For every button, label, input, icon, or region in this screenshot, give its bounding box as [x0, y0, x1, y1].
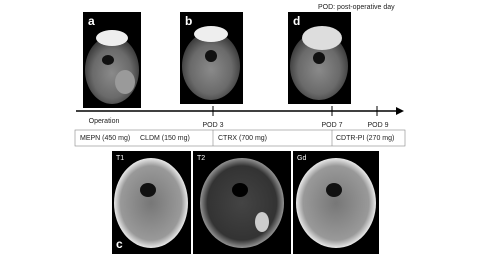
sequence-label: Gd — [297, 155, 306, 162]
event-label: POD 7 — [321, 122, 342, 129]
note: POD: post-operative day — [318, 4, 395, 11]
sequence-label: T2 — [197, 155, 205, 162]
sequence-label: T1 — [116, 155, 124, 162]
drug-box — [74, 129, 406, 147]
panel-label: b — [185, 14, 192, 28]
event-label: Operation — [89, 118, 120, 125]
panel-label: c — [116, 237, 123, 251]
mri-t1: T1 c — [112, 151, 191, 254]
event-label: POD 9 — [367, 122, 388, 129]
panel-label: d — [293, 14, 300, 28]
ct-image-b: b — [180, 12, 243, 104]
drug-label: CTRX (700 mg) — [218, 135, 267, 142]
ct-image-d: d — [288, 12, 351, 104]
drug-label: CLDM (150 mg) — [140, 135, 190, 142]
mri-t2: T2 — [193, 151, 291, 254]
panel-label: a — [88, 14, 95, 28]
timeline — [76, 106, 404, 116]
event-label: POD 3 — [202, 122, 223, 129]
drug-label: MEPN (450 mg) — [80, 135, 130, 142]
ct-image-a: a — [83, 12, 141, 108]
mri-gd: Gd — [293, 151, 379, 254]
drug-label: CDTR-PI (270 mg) — [336, 135, 394, 142]
